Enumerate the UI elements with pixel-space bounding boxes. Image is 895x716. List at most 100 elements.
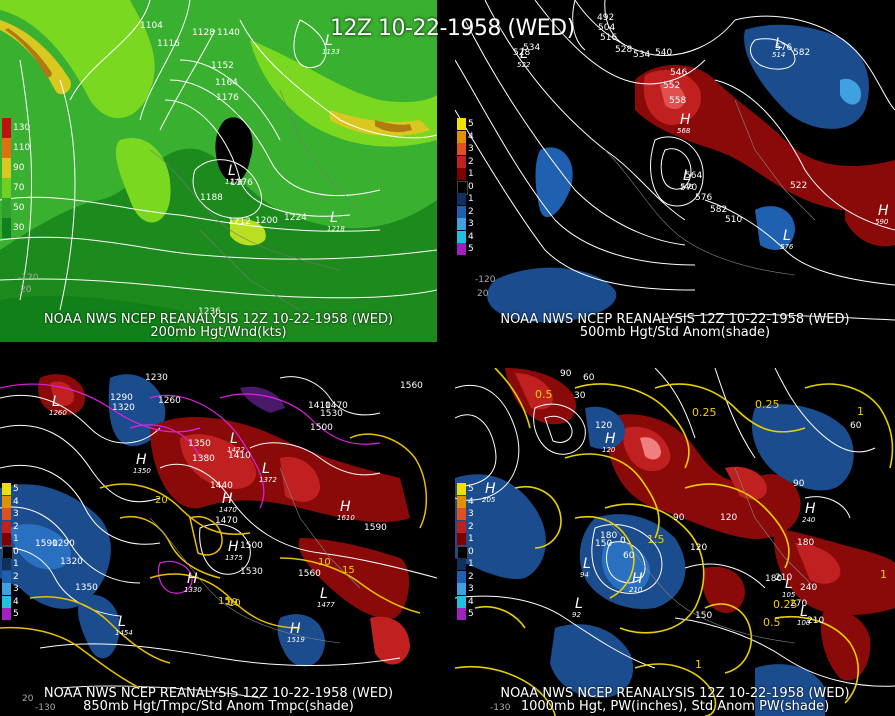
pw-label: 0.5 [763, 616, 781, 629]
pressure-center-value: 240 [802, 516, 816, 524]
pressure-center-value: 94 [580, 571, 589, 579]
legend-swatch [457, 193, 466, 205]
contour-label: 1470 [325, 401, 348, 411]
legend-label: 5 [468, 119, 474, 130]
contour-label: 150 [695, 611, 712, 621]
low-center-marker: L [575, 596, 583, 612]
longitude-label: -120 [18, 273, 39, 283]
contour-label: 1152 [211, 61, 234, 71]
pw-label: 0.25 [755, 398, 780, 411]
legend-swatch [2, 608, 11, 620]
legend-label: 1 [468, 534, 474, 545]
low-center-marker: L [320, 586, 328, 602]
contour-label: 1440 [210, 481, 233, 491]
legend-swatch [457, 118, 466, 130]
legend-swatch [457, 558, 466, 570]
contour-label: 540 [655, 48, 672, 58]
legend-swatch [2, 533, 11, 545]
pressure-center-value: 1375 [225, 554, 243, 562]
legend-label: 3 [468, 509, 474, 520]
contour-label: 1530 [240, 567, 263, 577]
legend-label: 0 [468, 546, 474, 557]
pw-label: 1 [695, 658, 702, 671]
contour-label: 270 [790, 599, 807, 609]
legend-label: 0 [468, 181, 474, 192]
contour-label: 1164 [215, 78, 238, 88]
contour-label: 150 [595, 539, 612, 549]
contour-label: 1128 [192, 28, 215, 38]
contour-label: 1236 [198, 307, 221, 317]
pressure-center-value: 576 [780, 243, 794, 251]
pressure-center-value: 546 [680, 183, 694, 191]
legend-swatch [457, 483, 466, 495]
legend-label: 4 [468, 596, 474, 607]
legend-label: 3 [468, 219, 474, 230]
page-title: 12Z 10-22-1958 (WED) [330, 16, 575, 41]
low-center-marker: L [785, 576, 793, 592]
pressure-center-value: 105 [782, 591, 796, 599]
pressure-center-value: 210 [629, 586, 643, 594]
legend-label: 110 [13, 143, 31, 153]
contour-label: 1212 [228, 217, 251, 227]
contour-label: 210 [807, 616, 824, 626]
contour-label: 90 [673, 513, 685, 523]
contour-label: 1380 [192, 454, 215, 464]
high-center-marker: H [340, 499, 351, 515]
panel-subtitle: 500mb Hgt/Std Anom(shade) [579, 325, 771, 340]
temperature-label: 20 [155, 495, 168, 506]
contour-label: 180 [600, 531, 617, 541]
pw-label: 1.5 [647, 533, 665, 546]
contour-label: 210 [775, 573, 792, 583]
contour-label: 1410 [308, 401, 331, 411]
contour-label: 90 [793, 479, 805, 489]
low-center-marker: L [800, 604, 808, 620]
contour-label: 534 [633, 50, 650, 60]
pw-label: 1 [857, 405, 864, 418]
legend-swatch [2, 520, 11, 533]
legend-label: 2 [468, 156, 474, 167]
contour-label: 582 [710, 205, 727, 215]
panel-source-text: NOAA NWS NCEP REANALYSIS 12Z 10-22-1958 … [500, 312, 850, 327]
legend-swatch [2, 198, 11, 218]
pressure-center-value: 1133 [322, 48, 340, 56]
legend-swatch [2, 118, 11, 138]
legend-swatch [457, 583, 466, 595]
legend-label: 2 [468, 206, 474, 217]
contour-label: 1260 [158, 396, 181, 406]
longitude-label: 20 [477, 289, 489, 299]
pressure-center-value: 1610 [337, 514, 355, 522]
legend-label: 30 [13, 223, 25, 233]
contour-label: 582 [793, 48, 810, 58]
longitude-label: -130 [35, 703, 56, 713]
pressure-center-value: 1260 [49, 409, 67, 417]
contour-label: 516 [600, 33, 617, 43]
contour-label: 90 [560, 369, 572, 379]
contour-label: 1230 [145, 373, 168, 383]
contour-label: 576 [695, 193, 712, 203]
legend-label: 130 [13, 123, 31, 133]
contour-label: 1320 [112, 403, 135, 413]
low-center-marker: L [775, 36, 783, 52]
legend-swatch [2, 158, 11, 178]
contour-label: 1590 [35, 539, 58, 549]
low-center-marker: L [520, 46, 528, 62]
pressure-center-value: 1454 [115, 629, 133, 637]
legend-label: 3 [468, 144, 474, 155]
contour-label: 120 [720, 513, 737, 523]
contour-label: 534 [523, 43, 540, 53]
contour-label: 504 [598, 23, 615, 33]
legend-label: 2 [13, 571, 19, 582]
pressure-center-value: 568 [677, 127, 691, 135]
contour-label: 180 [765, 574, 782, 584]
panel-source-text: NOAA NWS NCEP REANALYSIS 12Z 10-22-1958 … [43, 312, 394, 327]
legend-label: 5 [13, 609, 19, 620]
high-center-marker: H [228, 539, 239, 555]
pressure-center-value: 1422 [227, 446, 245, 454]
contour-label: 1590 [364, 523, 387, 533]
pw-label: 0.5 [535, 388, 553, 401]
contour-label: 564 [685, 171, 702, 181]
contour-label: 1290 [52, 539, 75, 549]
contour-label: 120 [690, 543, 707, 553]
